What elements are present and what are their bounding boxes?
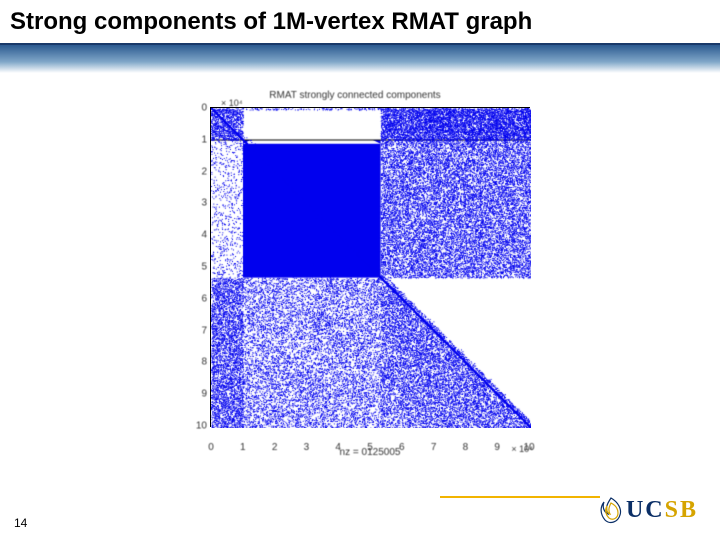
page-number: 14: [14, 516, 27, 530]
chart-container: RMAT strongly connected components × 10⁴…: [170, 90, 540, 470]
title-gradient-band: [0, 45, 720, 73]
y-axis-ticks: 012345678910: [185, 108, 207, 426]
y-tick-label: 8: [201, 357, 207, 368]
y-tick-label: 9: [201, 389, 207, 400]
y-tick-label: 0: [201, 103, 207, 114]
logo-text-sb: SB: [665, 497, 698, 524]
logo-accent-line: [440, 496, 600, 498]
y-tick-label: 6: [201, 293, 207, 304]
x-axis-label: nz = 0125005: [211, 447, 529, 458]
axes-box: × 10⁴ 012345678910 012345678910 nz = 012…: [210, 107, 530, 427]
flame-icon: [596, 496, 626, 524]
ucsb-logo: UCSB: [596, 496, 698, 524]
y-tick-label: 1: [201, 134, 207, 145]
slide-title: Strong components of 1M-vertex RMAT grap…: [10, 8, 710, 36]
y-tick-label: 3: [201, 198, 207, 209]
y-axis-exponent: × 10⁴: [221, 98, 243, 108]
y-tick-label: 10: [196, 421, 207, 432]
y-tick-label: 7: [201, 325, 207, 336]
y-tick-label: 2: [201, 166, 207, 177]
x-axis-exponent: × 10⁴: [511, 444, 533, 454]
y-tick-label: 5: [201, 262, 207, 273]
scatter-plot: [211, 108, 531, 428]
y-tick-label: 4: [201, 230, 207, 241]
logo-text-uc: UC: [626, 497, 665, 524]
